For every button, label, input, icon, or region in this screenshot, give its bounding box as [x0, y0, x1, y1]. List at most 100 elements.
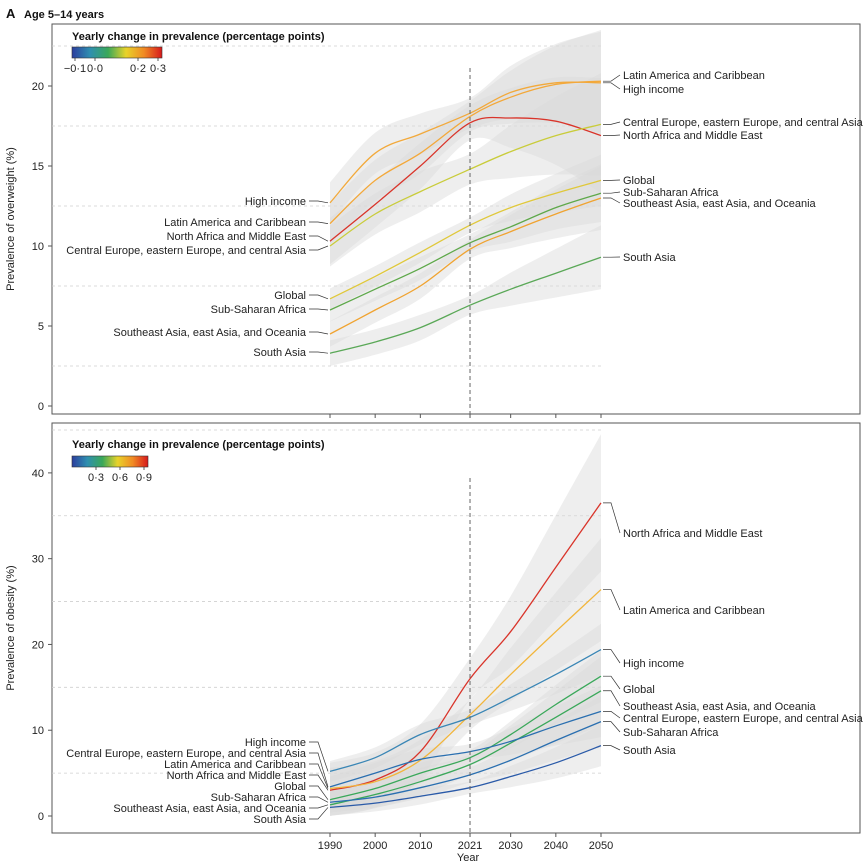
obesity-y-axis-label: Prevalence of obesity (%) — [5, 565, 17, 690]
x-tick-label: 2000 — [363, 840, 387, 852]
right-label-sub-saharan-africa: Sub-Saharan Africa — [623, 187, 719, 199]
right-leader-line — [603, 197, 621, 204]
left-leader-line — [309, 774, 329, 791]
left-label-sub-saharan-africa: Sub-Saharan Africa — [211, 304, 307, 316]
line-north-africa-and-middle-east — [329, 502, 602, 791]
left-leader-line — [309, 221, 329, 224]
band-southeast-asia-east-asia-and-oceania — [330, 166, 601, 347]
right-label-sub-saharan-africa: Sub-Saharan Africa — [623, 727, 719, 739]
right-leader-line — [603, 649, 621, 664]
x-tick-label: 2021 — [458, 840, 482, 852]
right-leader-line — [603, 74, 621, 82]
right-leader-line — [603, 82, 621, 90]
left-leader-line — [309, 351, 329, 354]
legend-tick-label: 0·0 — [87, 63, 103, 75]
right-label-global: Global — [623, 175, 655, 187]
overweight-gridlines — [52, 45, 601, 367]
x-tick-label: 2010 — [408, 840, 432, 852]
y-tick-label: 20 — [32, 81, 44, 93]
left-leader-line — [309, 331, 329, 335]
line-latin-america-and-caribbean — [329, 589, 602, 790]
left-leader-line — [309, 796, 329, 803]
legend-tick-label: 0·3 — [88, 472, 104, 484]
left-label-sub-saharan-africa: Sub-Saharan Africa — [211, 792, 307, 804]
legend-tick-label: −0·1 — [64, 63, 86, 75]
obesity-x-ticks: 1990 2000 2010 2021 2030 2040 2050 — [318, 833, 613, 852]
legend-tick-label: 0·6 — [112, 472, 128, 484]
right-label-southeast-asia-east-asia-and-oceania: Southeast Asia, east Asia, and Oceania — [623, 701, 817, 713]
left-label-latin-america-and-caribbean: Latin America and Caribbean — [164, 217, 306, 229]
x-tick-label: 1990 — [318, 840, 342, 852]
x-tick-label: 2030 — [498, 840, 522, 852]
band-global — [330, 154, 601, 310]
overweight-legend-title: Yearly change in prevalence (percentage … — [72, 31, 325, 43]
legend-tick-label: 0·3 — [150, 63, 166, 75]
y-tick-label: 10 — [32, 725, 44, 737]
y-tick-label: 15 — [32, 161, 44, 173]
right-label-central-europe-eastern-europe-and-central-asia: Central Europe, eastern Europe, and cent… — [623, 117, 864, 129]
line-sub-saharan-africa — [329, 192, 602, 311]
band-southeast-asia-east-asia-and-oceania — [330, 656, 601, 816]
right-label-global: Global — [623, 684, 655, 696]
left-label-latin-america-and-caribbean: Latin America and Caribbean — [164, 759, 306, 771]
right-label-north-africa-and-middle-east: North Africa and Middle East — [623, 528, 762, 540]
left-leader-line — [309, 752, 329, 787]
left-label-south-asia: South Asia — [253, 347, 306, 359]
line-global — [329, 675, 602, 801]
x-axis-label: Year — [457, 852, 480, 864]
left-label-high-income: High income — [245, 196, 306, 208]
overweight-legend-ticks: −0·1 0·0 0·2 0·3 — [64, 58, 166, 75]
band-central-europe-eastern-europe-and-central-asia — [330, 73, 601, 267]
overweight-x-ticks — [329, 414, 602, 418]
left-leader-line — [309, 235, 329, 242]
overweight-left-labels: High income Latin America and Caribbean No… — [66, 196, 329, 359]
band-sub-saharan-africa — [330, 164, 601, 322]
left-leader-line — [309, 294, 329, 300]
left-label-southeast-asia-east-asia-and-oceania: Southeast Asia, east Asia, and Oceania — [113, 803, 307, 815]
panel-title: Age 5–14 years — [24, 9, 104, 21]
band-latin-america-and-caribbean — [330, 30, 601, 245]
obesity-legend-title: Yearly change in prevalence (percentage … — [72, 439, 325, 451]
right-label-latin-america-and-caribbean: Latin America and Caribbean — [623, 70, 765, 82]
right-label-north-africa-and-middle-east: North Africa and Middle East — [623, 130, 762, 142]
band-global — [330, 650, 601, 810]
right-leader-line — [603, 134, 621, 136]
right-leader-line — [603, 675, 621, 690]
right-leader-line — [603, 711, 621, 719]
overweight-y-ticks: 0 5 10 15 20 — [32, 81, 52, 413]
right-label-southeast-asia-east-asia-and-oceania: Southeast Asia, east Asia, and Oceania — [623, 198, 817, 210]
right-label-central-europe-eastern-europe-and-central-asia: Central Europe, eastern Europe, and cent… — [623, 713, 864, 725]
y-tick-label: 0 — [38, 811, 44, 823]
band-high-income — [330, 31, 601, 224]
obesity-right-labels: North Africa and Middle East Latin Americ… — [603, 502, 864, 757]
y-tick-label: 10 — [32, 241, 44, 253]
overweight-frame — [51, 23, 861, 415]
right-label-south-asia: South Asia — [623, 252, 676, 264]
overweight-y-axis-label: Prevalence of overweight (%) — [5, 147, 17, 291]
line-latin-america-and-caribbean — [329, 80, 602, 225]
left-leader-line — [309, 308, 329, 311]
band-latin-america-and-caribbean — [330, 538, 601, 810]
band-north-africa-and-middle-east — [330, 76, 601, 265]
left-label-central-europe-eastern-europe-and-central-asia: Central Europe, eastern Europe, and cent… — [66, 748, 307, 760]
obesity-legend-colorbar — [71, 455, 149, 468]
band-sub-saharan-africa — [330, 695, 601, 813]
right-leader-line — [603, 502, 621, 534]
overweight-uncertainty-bands — [330, 30, 601, 366]
obesity-gridlines — [52, 429, 601, 774]
x-tick-label: 2050 — [589, 840, 613, 852]
overweight-panel: 0 5 10 15 20 High income Latin America and Ca… — [5, 23, 864, 418]
y-tick-label: 5 — [38, 321, 44, 333]
line-south-asia — [329, 256, 602, 354]
obesity-frame — [51, 422, 861, 834]
left-leader-line — [309, 763, 329, 789]
left-label-north-africa-and-middle-east: North Africa and Middle East — [167, 770, 306, 782]
left-label-global: Global — [274, 781, 306, 793]
y-tick-label: 0 — [38, 401, 44, 413]
y-tick-label: 20 — [32, 639, 44, 651]
left-label-south-asia: South Asia — [253, 814, 306, 826]
left-label-southeast-asia-east-asia-and-oceania: Southeast Asia, east Asia, and Oceania — [113, 327, 307, 339]
right-label-high-income: High income — [623, 658, 684, 670]
